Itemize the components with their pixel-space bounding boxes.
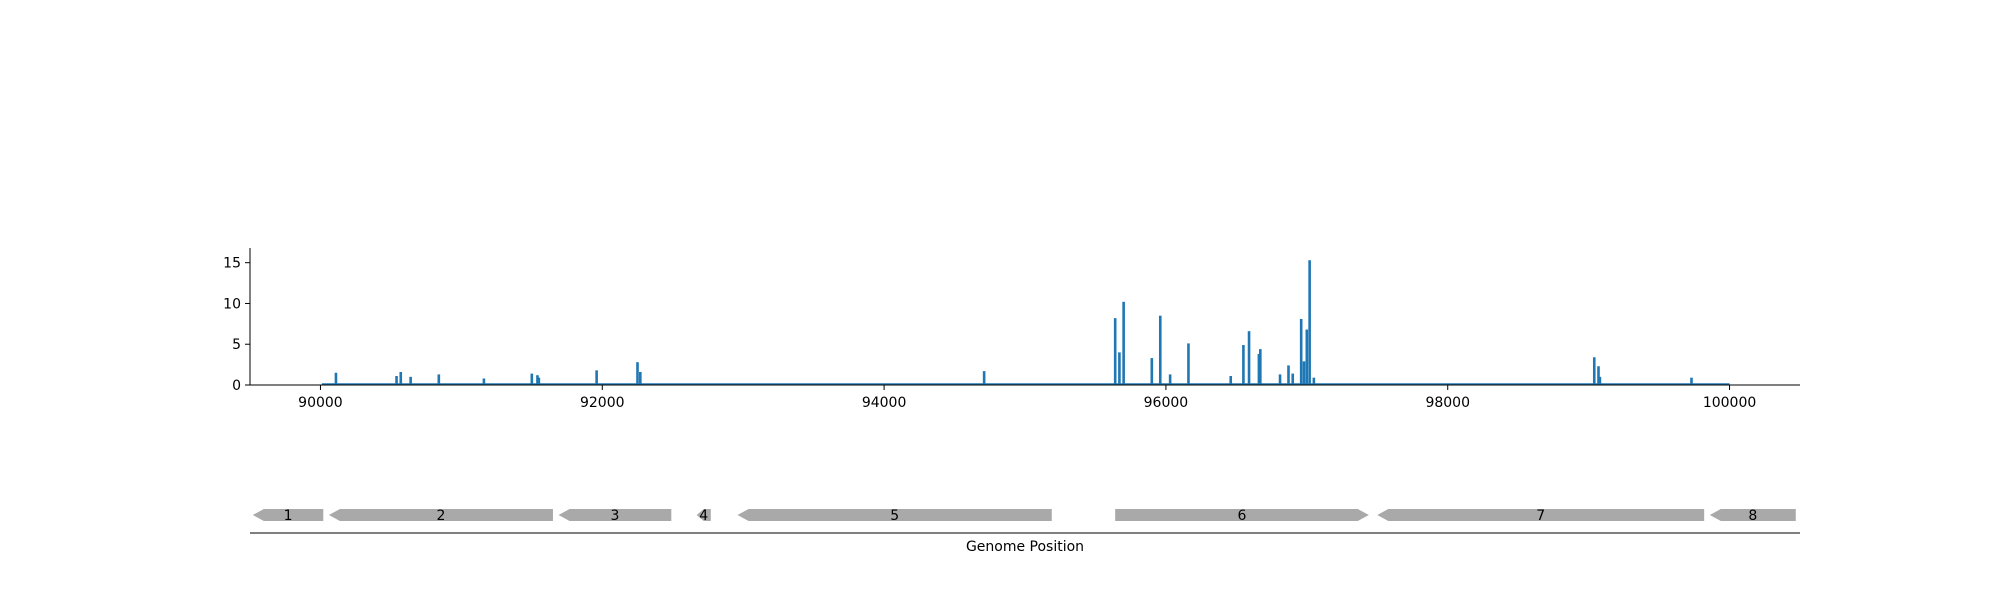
coverage-bar [1299,318,1303,385]
gene-arrow [558,509,672,521]
gene-arrow [1377,509,1705,521]
y-tick-label: 15 [223,256,241,272]
coverage-bar [530,373,534,385]
y-axis-ticks: 0 5 10 15 [223,256,250,394]
coverage-bar [1259,349,1262,385]
gene-arrow [1115,509,1369,521]
x-tick-label: 100000 [1703,395,1756,411]
y-tick-label: 5 [232,337,241,353]
coverage-bar [399,371,403,385]
y-tick-label: 0 [232,378,241,394]
coverage-bar [1302,361,1306,385]
coverage-bar [1291,373,1295,385]
coverage-bar [334,372,338,385]
y-tick-label: 10 [223,296,241,312]
coverage-bars [321,260,1730,386]
gene-label: 6 [1238,508,1247,524]
axes: 0 5 10 15 90000 92000 94000 96000 98000 100000 [223,248,1800,411]
coverage-bar [1242,345,1245,385]
coverage-bar [1690,377,1693,385]
coverage-bar [1257,354,1261,385]
x-tick-label: 98000 [1425,395,1470,411]
coverage-bar [437,374,441,385]
gene-arrow [252,509,324,521]
coverage-bar [1312,377,1316,385]
gene-label: 5 [890,508,899,524]
coverage-bar [1247,331,1251,385]
coverage-bar [1168,374,1172,385]
coverage-bar [1592,357,1596,385]
coverage-bar [1308,260,1311,385]
coverage-bar [1150,358,1154,385]
coverage-bar [639,371,642,385]
coverage-bar [1158,315,1162,385]
x-axis-label: Genome Position [966,539,1084,555]
coverage-bar [1187,343,1190,385]
gene-label: 3 [610,508,619,524]
coverage-bar [1597,366,1600,385]
coverage-bar [1229,376,1233,385]
coverage-bar [395,376,398,385]
x-axis-ticks: 90000 92000 94000 96000 98000 100000 [298,385,1756,411]
coverage-bar [536,375,539,385]
coverage-bar [537,377,541,385]
coverage-bar [409,376,412,385]
coverage-bar [1287,365,1290,385]
coverage-bar [1305,329,1309,385]
gene-label: 4 [699,508,708,524]
coverage-bar [1278,374,1282,385]
gene-arrow [696,509,711,521]
gene-label: 7 [1536,508,1545,524]
x-tick-label: 94000 [862,395,907,411]
gene-arrow [737,509,1052,521]
coverage-bar [1598,376,1602,385]
gene-label: 8 [1748,508,1757,524]
gene-arrow [328,509,553,521]
coverage-bar [982,371,986,385]
coverage-bar [636,362,639,385]
coverage-bar [1118,352,1121,385]
coverage-bar [1113,318,1117,385]
coverage-bar [482,378,486,385]
coverage-bar [595,370,598,385]
gene-track: 1 2 3 4 5 6 7 8 [252,508,1796,524]
gene-label: 2 [436,508,445,524]
x-tick-label: 90000 [298,395,343,411]
gene-label: 1 [284,508,293,524]
x-tick-label: 92000 [580,395,625,411]
coverage-bar [1122,301,1125,385]
gene-arrow [1709,509,1796,521]
x-tick-label: 96000 [1144,395,1189,411]
